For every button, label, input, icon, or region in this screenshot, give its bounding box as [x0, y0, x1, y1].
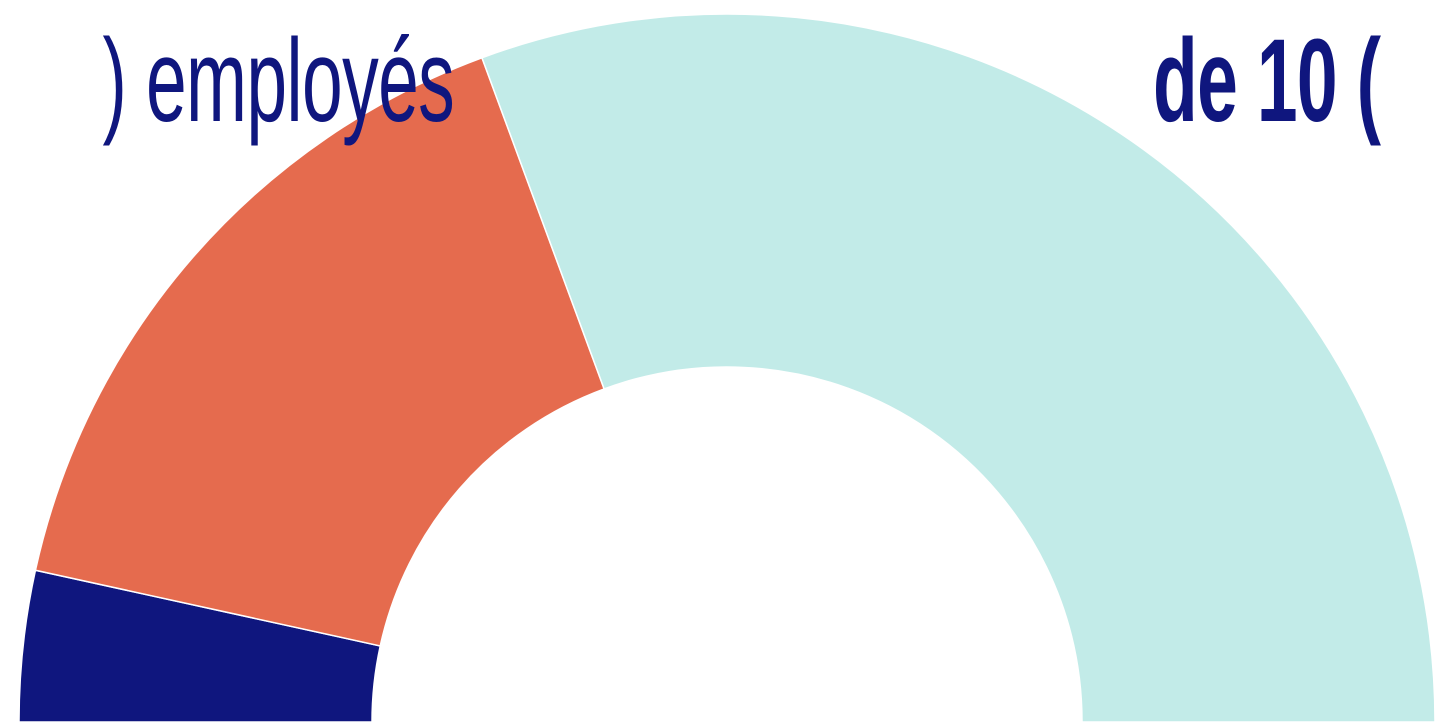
donut-slice-2	[34, 56, 606, 647]
donut-slices	[18, 13, 1435, 723]
donut-slice-3	[480, 13, 1435, 723]
left-heading-fragment: ) employés	[102, 15, 454, 147]
right-heading-fragment: de 10 (	[1153, 15, 1381, 147]
